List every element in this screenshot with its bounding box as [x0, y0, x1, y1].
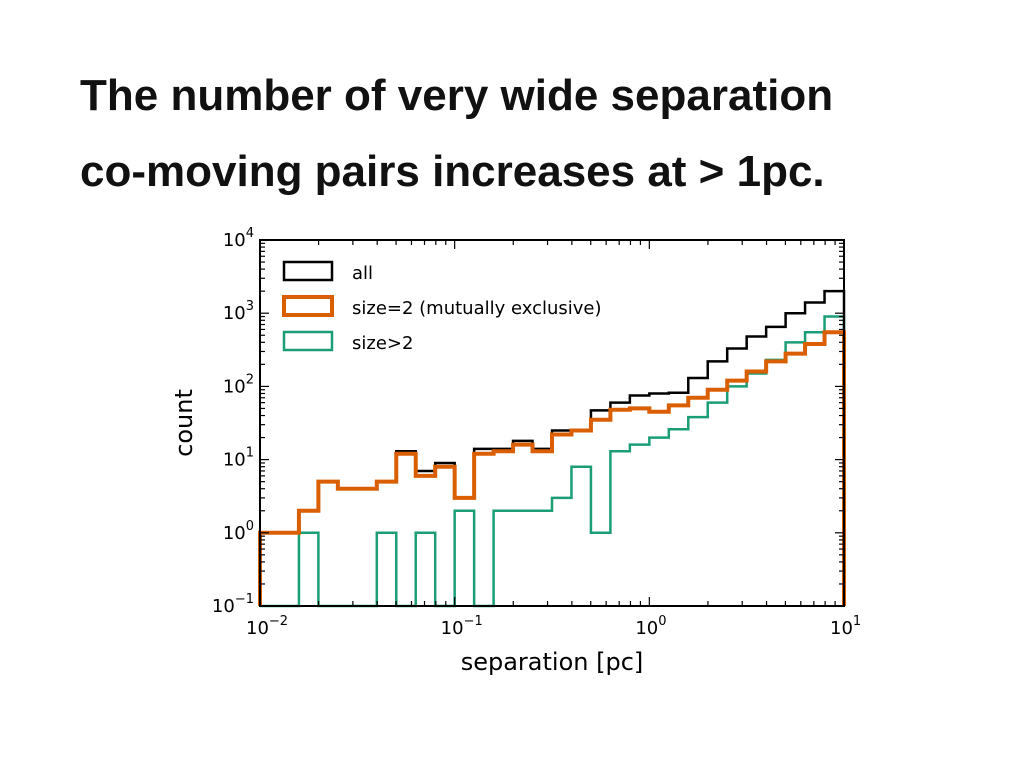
slide-title-line-2: co-moving pairs increases at > 1pc. [80, 147, 825, 196]
y-axis-title: count [170, 389, 198, 457]
legend-label-size-gt2: size>2 [352, 333, 413, 354]
y-tick-label: 103 [223, 299, 254, 324]
slide-title-line-1: The number of very wide separation [80, 71, 834, 120]
y-tick-label: 104 [223, 226, 254, 251]
y-tick-label: 101 [223, 446, 254, 471]
x-tick-label: 100 [635, 614, 666, 639]
legend-label-size2: size=2 (mutually exclusive) [352, 298, 602, 319]
legend: all size=2 (mutually exclusive) size>2 [282, 260, 602, 354]
legend-swatch-size-gt2 [282, 330, 334, 352]
legend-label-all: all [352, 263, 373, 284]
series-size-gt2-step-line [260, 315, 846, 608]
legend-swatch-all [282, 260, 334, 282]
series-layer [258, 289, 846, 608]
legend-swatch-size2 [282, 295, 334, 317]
x-axis-title: separation [pc] [461, 648, 644, 676]
x-tick-label: 10−1 [441, 614, 483, 639]
y-tick-label: 102 [223, 372, 254, 397]
x-tick-label: 10−2 [246, 614, 288, 639]
plot-frame [259, 239, 845, 607]
series-size2-step-line [258, 330, 846, 606]
x-tick-label: 101 [830, 614, 861, 639]
slide-title: The number of very wide separation co-mo… [80, 58, 980, 210]
y-tick-label: 10−1 [212, 592, 254, 617]
y-tick-label: 100 [223, 519, 254, 544]
